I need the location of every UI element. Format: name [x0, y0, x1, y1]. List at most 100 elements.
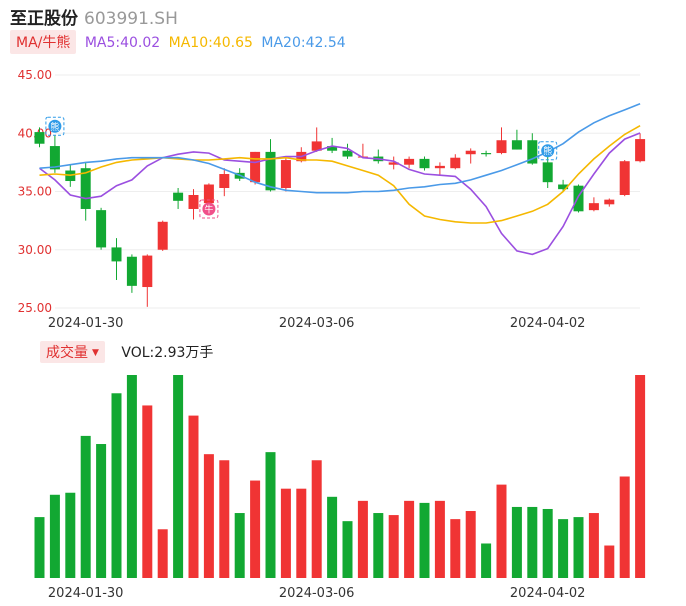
- candle: [34, 127, 45, 148]
- volume-bar: [111, 393, 122, 578]
- volume-mode-selector[interactable]: 成交量 ▼: [40, 341, 105, 363]
- candle-body: [588, 203, 599, 211]
- volume-bar: [619, 476, 630, 578]
- candle-body: [388, 162, 399, 165]
- candle-body: [219, 174, 230, 189]
- volume-bar: [173, 375, 184, 578]
- candle-body: [511, 140, 522, 150]
- date-tick-label: 2024-04-02: [510, 316, 586, 331]
- volume-bar: [588, 513, 599, 578]
- candle-body: [404, 158, 415, 165]
- candle: [280, 157, 291, 192]
- candle-body: [342, 150, 353, 157]
- volume-bar: [373, 513, 384, 578]
- volume-bar: [234, 513, 245, 578]
- ma20-line: [39, 102, 641, 194]
- ma10-line: [39, 125, 641, 224]
- candle-body: [419, 158, 430, 169]
- candle: [511, 129, 522, 150]
- price-tick-label: 35.00: [18, 185, 52, 199]
- volume-bar: [434, 500, 445, 578]
- candle-body: [203, 184, 214, 204]
- ma-mode-selector[interactable]: MA/牛熊: [10, 30, 77, 54]
- candle: [173, 188, 184, 209]
- bull-signal-badge: 牛: [199, 199, 219, 219]
- caret-down-icon: ▼: [92, 348, 99, 358]
- signal-badges: 熊牛 熊: [45, 116, 558, 219]
- volume-bar: [465, 511, 476, 578]
- volume-bar: [96, 444, 107, 578]
- volume-bar: [542, 508, 553, 578]
- badge-frame: [199, 199, 219, 219]
- candle-body: [126, 256, 137, 286]
- stock-code: 603991.SH: [84, 9, 178, 29]
- candle: [388, 156, 399, 170]
- candle-body: [250, 151, 261, 183]
- badge-dot: [48, 119, 62, 133]
- candle: [219, 168, 230, 197]
- badge-label: 牛: [204, 203, 213, 215]
- candle-body: [280, 160, 291, 189]
- badge-dot: [202, 202, 216, 216]
- candle-body: [542, 162, 553, 183]
- price-tick-label: 30.00: [18, 243, 52, 257]
- volume-bar: [573, 517, 584, 578]
- candle-body: [619, 161, 630, 195]
- volume-bar: [635, 375, 646, 578]
- badge-label: 熊: [543, 145, 552, 157]
- volume-bar: [188, 415, 199, 578]
- candle-body: [465, 150, 476, 155]
- ma5-label: MA5:40.02: [84, 35, 161, 51]
- candle: [558, 179, 569, 192]
- volume-bar: [265, 452, 276, 578]
- candle-body: [450, 157, 461, 169]
- candle-body: [49, 146, 60, 170]
- badge-frame: [45, 116, 65, 136]
- volume-bar: [357, 500, 368, 578]
- candle: [142, 254, 153, 307]
- price-tick-label: 25.00: [18, 301, 52, 315]
- candlestick-series: [34, 127, 646, 307]
- candle-body: [96, 210, 107, 248]
- candle: [635, 133, 646, 163]
- candle-body: [434, 165, 445, 169]
- bear-signal-badge: 熊: [538, 141, 558, 161]
- badge-label: 熊: [50, 121, 59, 133]
- candle-body: [527, 140, 538, 164]
- volume-value-label: VOL:2.93万手: [121, 345, 214, 361]
- volume-bar: [511, 506, 522, 578]
- price-tick-label: 45.00: [18, 68, 52, 82]
- candle-body: [80, 168, 91, 209]
- ma5-line: [39, 132, 641, 256]
- badge-frame: [538, 141, 558, 161]
- ma20-label: MA20:42.54: [261, 35, 346, 51]
- candle-body: [573, 185, 584, 212]
- volume-bar: [388, 515, 399, 578]
- candle: [588, 197, 599, 212]
- candle: [157, 220, 168, 251]
- volume-series: [34, 375, 646, 578]
- volume-bar: [558, 519, 569, 578]
- volume-bar: [219, 460, 230, 578]
- candle: [96, 207, 107, 250]
- candle-body: [311, 141, 322, 151]
- candle: [619, 160, 630, 197]
- volume-bar: [450, 519, 461, 578]
- date-tick-label: 2024-01-30: [48, 586, 124, 601]
- moving-average-lines: [39, 102, 641, 256]
- candle: [404, 156, 415, 169]
- candle-body: [188, 194, 199, 209]
- candle-body: [34, 132, 45, 144]
- volume-bar: [311, 460, 322, 578]
- badge-dot: [541, 144, 555, 158]
- volume-bar: [527, 506, 538, 578]
- candle: [250, 151, 261, 185]
- date-tick-label: 2024-03-06: [279, 586, 355, 601]
- candle: [496, 127, 507, 155]
- date-tick-label: 2024-01-30: [48, 316, 124, 331]
- date-tick-label: 2024-04-02: [510, 586, 586, 601]
- volume-bar: [203, 454, 214, 578]
- grid-lines: [55, 74, 640, 309]
- candle: [481, 150, 492, 157]
